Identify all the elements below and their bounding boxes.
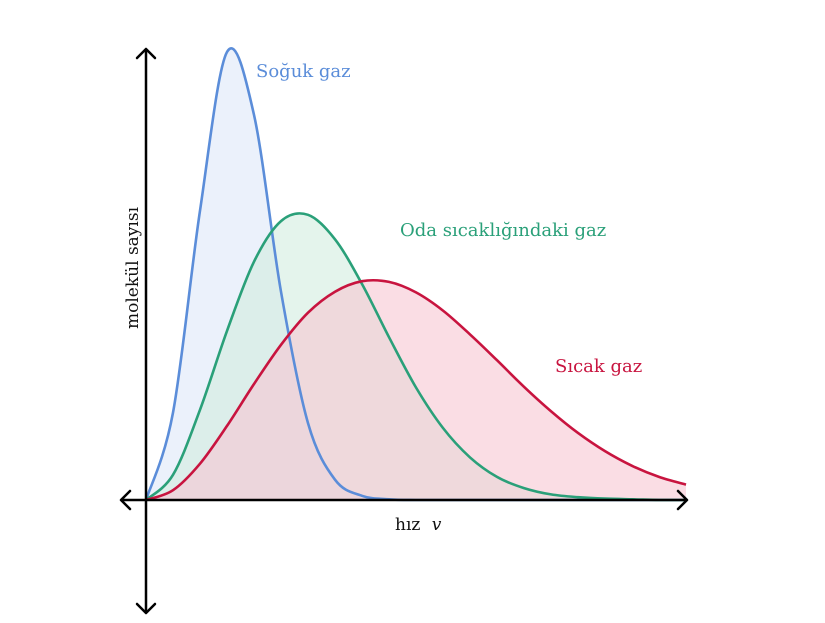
axes <box>119 47 689 615</box>
x-axis-left-arrow-icon <box>119 489 132 511</box>
y-axis-label: molekül sayısı <box>123 206 143 329</box>
x-axis-label-text: hız <box>395 515 420 535</box>
x-axis-variable: v <box>432 515 442 535</box>
series-label-hot-gas: Sıcak gaz <box>555 356 642 377</box>
area-hot-gas <box>146 280 686 500</box>
x-axis-label: hız v <box>395 515 442 535</box>
y-axis-top-arrow-icon <box>135 47 157 60</box>
series-label-cold-gas: Soğuk gaz <box>256 61 351 82</box>
series-label-room-gas: Oda sıcaklığındaki gaz <box>400 220 606 241</box>
curve-room-gas <box>145 212 686 502</box>
y-axis-bottom-arrow-icon <box>135 602 157 615</box>
x-axis-right-arrow-icon <box>676 489 689 511</box>
curve-hot-gas <box>145 278 687 502</box>
curve-areas <box>146 48 686 500</box>
